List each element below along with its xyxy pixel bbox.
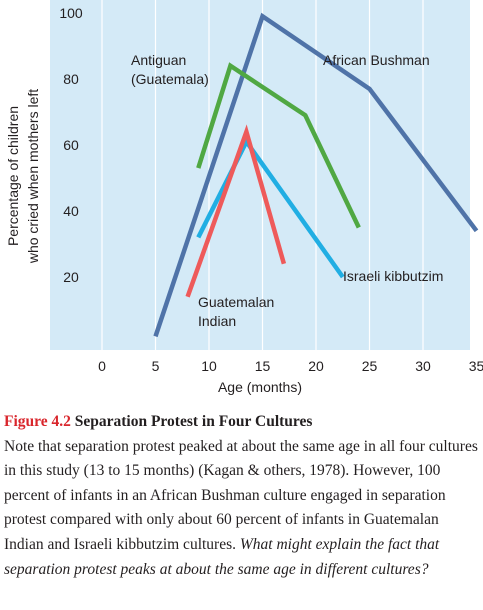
x-tick-label: 10: [201, 358, 217, 374]
x-tick-label: 20: [308, 358, 324, 374]
x-tick-label: 35: [469, 358, 483, 374]
x-tick-label: 25: [362, 358, 378, 374]
y-tick-labels: 20 40 60 80 100: [59, 5, 83, 285]
y-tick-label: 60: [63, 137, 79, 153]
figure-title: Separation Protest in Four Cultures: [74, 413, 313, 430]
series-line-2: [196, 137, 345, 279]
caption-question: What might explain the fact that separat…: [4, 535, 440, 578]
x-tick-label: 15: [255, 358, 271, 374]
y-tick-label: 80: [63, 71, 79, 87]
x-tick-label: 5: [152, 358, 160, 374]
series-label-0: African Bushman: [323, 52, 430, 68]
series-line-3: [185, 124, 287, 298]
series-label-1: Antiguan (Guatemala): [131, 52, 209, 87]
y-axis-title-text: Percentage of children who cried when mot…: [5, 89, 41, 264]
series-label-2: Israeli kibbutzim: [343, 268, 443, 284]
x-tick-label: 0: [98, 358, 106, 374]
chart-area: 20 40 60 80 100 0 5 10 15 20 25 30 35 African Bushm…: [5, 0, 483, 395]
figure-number: Figure 4.2: [4, 413, 71, 430]
y-tick-label: 20: [63, 269, 79, 285]
series-lines: [153, 12, 479, 338]
y-tick-label: 40: [63, 203, 79, 219]
figure-caption: Figure 4.2 Separation Protest in Four Cu…: [4, 410, 480, 582]
y-tick-label: 100: [59, 5, 83, 21]
series-line-1: [196, 62, 361, 229]
x-tick-labels: 0 5 10 15 20 25 30 35: [98, 358, 483, 374]
series-line-0: [153, 12, 479, 338]
x-axis-title: Age (months): [218, 379, 302, 395]
series-label-3: Guatemalan Indian: [198, 294, 274, 329]
series-labels: African Bushman Antiguan (Guatemala) Israel…: [131, 52, 443, 329]
y-axis-title: Percentage of children who cried when mot…: [5, 89, 41, 264]
x-tick-label: 30: [415, 358, 431, 374]
line-chart: 20 40 60 80 100 0 5 10 15 20 25 30 35 African Bushm…: [5, 0, 483, 395]
caption-body: Note that separation protest peaked at a…: [4, 437, 478, 553]
